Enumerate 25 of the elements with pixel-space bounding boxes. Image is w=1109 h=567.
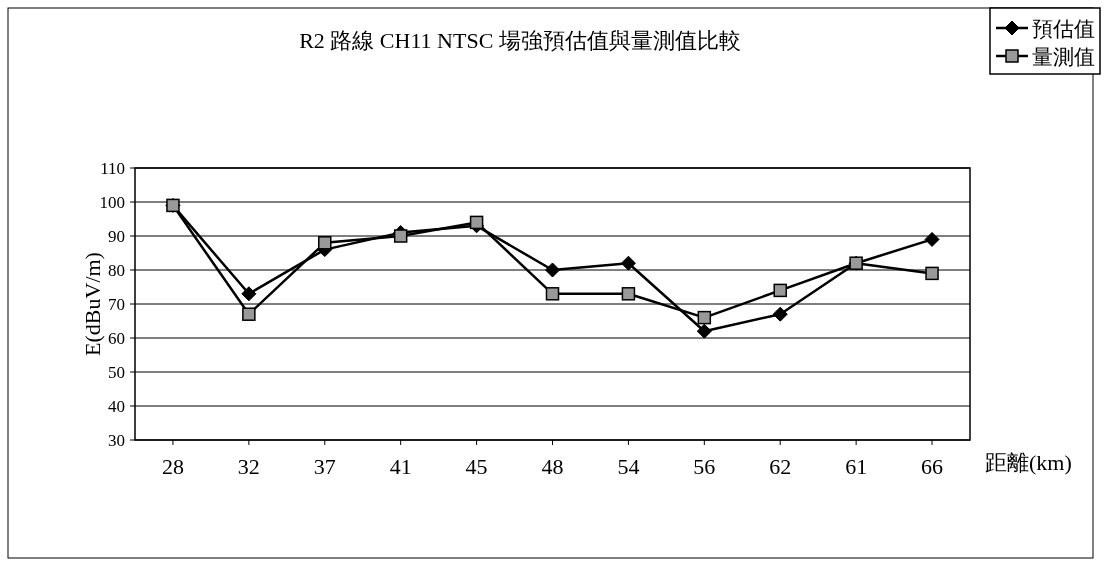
y-tick-label: 40 (108, 397, 125, 416)
y-axis-title: E(dBuV/m) (80, 252, 105, 356)
x-tick-label: 41 (389, 454, 412, 479)
x-tick-label: 28 (161, 454, 184, 479)
x-tick-label: 48 (541, 454, 564, 479)
y-tick-label: 70 (108, 295, 125, 314)
x-tick-label: 45 (465, 454, 488, 479)
x-tick-label: 62 (769, 454, 792, 479)
x-tick-label: 56 (693, 454, 716, 479)
legend-label: 預估值 (1032, 17, 1095, 41)
y-tick-label: 100 (99, 193, 125, 212)
y-tick-label: 90 (108, 227, 125, 246)
x-tick-label: 37 (313, 454, 336, 479)
y-tick-label: 30 (108, 431, 125, 450)
chart-title: R2 路線 CH11 NTSC 場強預估值與量測值比較 (299, 28, 741, 53)
legend-label: 量測值 (1032, 45, 1095, 69)
y-tick-label: 50 (108, 363, 125, 382)
y-tick-label: 60 (108, 329, 125, 348)
y-tick-label: 80 (108, 261, 125, 280)
x-axis-title: 距離(km) (985, 450, 1072, 475)
y-tick-label: 110 (100, 159, 125, 178)
x-tick-label: 66 (921, 454, 944, 479)
x-tick-label: 54 (617, 454, 640, 479)
x-tick-label: 61 (845, 454, 868, 479)
x-tick-label: 32 (237, 454, 260, 479)
